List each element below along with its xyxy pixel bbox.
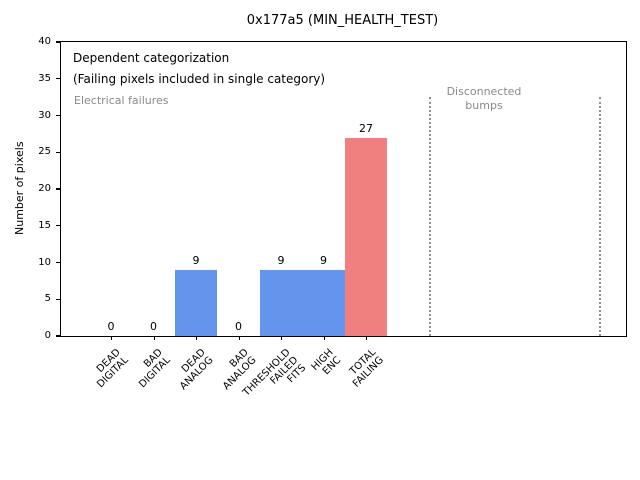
bar-value-label: 0 — [107, 320, 115, 333]
y-tick-label: 35 — [38, 72, 51, 84]
x-tick-label: TOTAL FAILING — [347, 347, 386, 390]
x-tick-mark — [366, 336, 368, 340]
y-tick-mark — [56, 261, 61, 264]
x-tick-label: BAD DIGITAL — [137, 347, 174, 391]
annotation-electrical-failures: Electrical failures — [74, 94, 169, 107]
x-tick-mark — [323, 336, 325, 340]
y-tick-label: 25 — [38, 146, 51, 158]
x-tick-mark — [281, 336, 283, 340]
x-tick-mark — [111, 336, 113, 340]
y-tick-label: 5 — [44, 293, 51, 305]
plot-area: Dependent categorization (Failing pixels… — [38, 36, 627, 399]
y-tick-mark — [56, 225, 61, 227]
bar-value-label: 27 — [359, 121, 373, 135]
bar-3 — [174, 269, 218, 336]
y-tick-label: 40 — [38, 36, 51, 47]
y-tick-mark — [56, 335, 61, 337]
bar-value-label: 0 — [235, 320, 242, 333]
disconnected-bumps-divider-line — [598, 97, 601, 336]
x-tick-mark — [153, 336, 155, 340]
annotation-failing-pixels-note: (Failing pixels included in single categ… — [73, 72, 326, 86]
bar-value-label: 9 — [277, 253, 285, 267]
y-tick-label: 0 — [44, 330, 51, 341]
bar-5 — [259, 269, 303, 336]
y-tick-label: 15 — [38, 219, 51, 231]
y-tick-mark — [56, 298, 61, 300]
y-tick-label: 10 — [38, 256, 51, 268]
x-tick-label: HIGH ENC — [309, 347, 344, 378]
bar-value-label: 9 — [192, 253, 200, 267]
y-tick-mark — [56, 78, 61, 80]
x-tick-mark — [196, 336, 198, 340]
x-tick-mark — [238, 336, 240, 340]
y-tick-mark — [56, 151, 61, 153]
x-tick-label: DEAD DIGITAL — [94, 347, 131, 391]
y-tick-label: 20 — [38, 183, 51, 194]
bar-6 — [302, 269, 345, 336]
x-tick-label: DEAD ANALOG — [178, 347, 216, 393]
bar-value-label: 9 — [320, 253, 327, 267]
bar-value-label: 0 — [150, 320, 157, 333]
annotation-dependent-categorization: Dependent categorization — [73, 51, 230, 65]
disconnected-bumps-divider-line — [428, 97, 431, 336]
y-tick-mark — [56, 41, 61, 43]
y-tick-mark — [56, 114, 61, 117]
bar-7 — [344, 137, 388, 336]
y-tick-mark — [56, 188, 61, 190]
chart-title: 0x177a5 (MIN_HEALTH_TEST) — [246, 13, 439, 28]
y-tick-label: 30 — [38, 109, 51, 121]
annotation-disconnected-bumps: Disconnected bumps — [446, 85, 522, 112]
